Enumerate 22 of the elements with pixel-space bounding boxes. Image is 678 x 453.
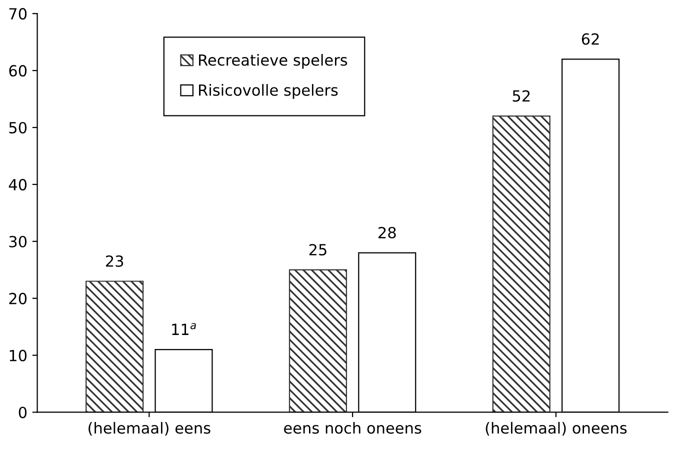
- data-label: 52: [512, 90, 530, 102]
- data-label: 62: [582, 33, 599, 45]
- y-tick-label: 60: [9, 65, 27, 77]
- y-tick-label: 50: [9, 122, 27, 134]
- x-tick-label: (helemaal) oneens: [486, 422, 627, 436]
- y-tick-label: 20: [9, 292, 27, 304]
- x-tick-label: (helemaal) eens: [88, 422, 210, 436]
- y-tick-label: 70: [9, 8, 27, 20]
- data-label: 11$^{a}$: [172, 323, 196, 335]
- y-tick-label: 30: [9, 236, 27, 248]
- data-label: 23: [106, 255, 124, 267]
- y-tick-label: 0: [18, 406, 27, 418]
- legend-label: Recreatieve spelers: [199, 54, 348, 69]
- bar: [288, 269, 348, 412]
- bar: [86, 280, 144, 412]
- x-tick-label: eens noch oneens: [284, 422, 422, 434]
- y-tick-label: 10: [10, 350, 27, 362]
- data-label: 25: [309, 244, 326, 256]
- legend-label: Risicovolle spelers: [199, 84, 338, 99]
- bar: [492, 116, 550, 412]
- y-tick-label: 40: [8, 178, 27, 190]
- data-label: 28: [378, 226, 396, 238]
